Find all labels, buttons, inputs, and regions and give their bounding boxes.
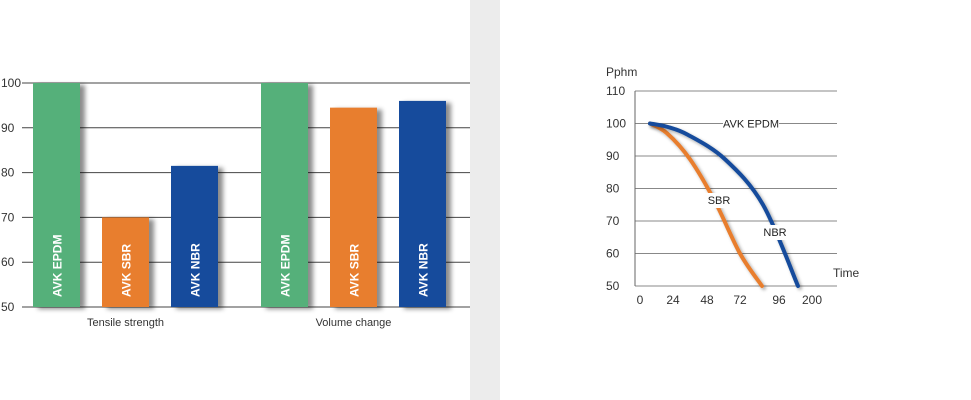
y-tick-label: 60	[606, 247, 620, 261]
y-tick-label: 50	[1, 300, 15, 314]
bar-label: AVK EPDM	[279, 235, 293, 297]
series-label-bg	[723, 115, 779, 132]
bar	[399, 100, 446, 307]
bar-label: AVK SBR	[120, 244, 134, 297]
bar	[261, 83, 308, 307]
y-tick-label: 110	[606, 84, 625, 98]
line-chart-panel: 50 60 70 80 90 100 110 0 24 48 72 96 200 Pphm Time AVK …	[500, 0, 971, 400]
y-tick-label: 90	[1, 121, 15, 135]
x-axis-label: Time	[833, 266, 860, 280]
y-tick-label: 90	[606, 149, 620, 163]
y-tick-label: 50	[606, 279, 620, 293]
y-tick-label: 80	[606, 182, 620, 196]
bar	[33, 83, 80, 307]
x-tick-label: 24	[666, 293, 680, 307]
bar-label: AVK NBR	[417, 243, 431, 297]
series-label: NBR	[763, 227, 786, 239]
bar-label: AVK EPDM	[51, 235, 65, 297]
x-tick-label: 96	[772, 293, 786, 307]
bar	[102, 217, 149, 307]
y-tick-label: 60	[1, 255, 15, 269]
x-tick-label: 200	[802, 293, 822, 307]
series-label: AVK EPDM	[723, 119, 779, 131]
series-line	[648, 121, 800, 288]
y-tick-label: 80	[1, 166, 15, 180]
bar-label: AVK SBR	[348, 244, 362, 297]
y-axis-label: Pphm	[606, 65, 637, 79]
bar	[330, 107, 377, 307]
series-label: SBR	[708, 195, 731, 207]
x-tick-label: 48	[700, 293, 714, 307]
bar-label: AVK NBR	[189, 243, 203, 297]
x-tick-label: 72	[733, 293, 747, 307]
bar-chart-panel: 50 60 70 80 90 100 AVK EPDM AVK SBR AVK NBR Tensi…	[0, 0, 470, 400]
y-tick-label: 100	[606, 117, 626, 131]
bar	[171, 165, 218, 307]
x-category-label: Tensile strength	[87, 317, 164, 329]
x-tick-label: 0	[637, 293, 644, 307]
x-category-label: Volume change	[316, 317, 392, 329]
series-label-bg	[706, 193, 732, 208]
series-line	[648, 121, 764, 288]
y-tick-label: 100	[1, 76, 21, 90]
panel-divider	[470, 0, 500, 400]
y-tick-label: 70	[606, 214, 620, 228]
bar-chart: 50 60 70 80 90 100 AVK EPDM AVK SBR AVK NBR Tensi…	[1, 76, 470, 329]
y-tick-label: 70	[1, 210, 15, 224]
line-chart: 50 60 70 80 90 100 110 0 24 48 72 96 200 Pphm Time AVK …	[606, 65, 860, 307]
series-label-bg	[762, 225, 788, 240]
